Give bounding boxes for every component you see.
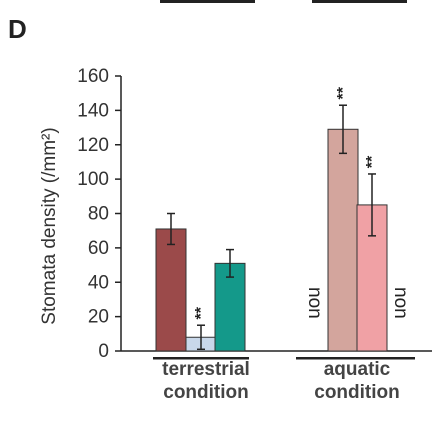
group-label-terrestrial-line1: terrestrial xyxy=(162,359,250,380)
y-tick-label: 100 xyxy=(77,169,109,190)
significance-label: ** xyxy=(193,306,210,319)
y-tick-label: 60 xyxy=(88,238,109,259)
y-tick-label: 160 xyxy=(77,66,109,87)
y-tick-label: 0 xyxy=(98,341,109,362)
significance-label: ** xyxy=(335,86,352,99)
y-tick-label: 20 xyxy=(88,307,109,328)
y-tick-label: 120 xyxy=(77,135,109,156)
non-label: non xyxy=(304,287,325,319)
y-tick-label: 80 xyxy=(88,204,109,225)
bar xyxy=(214,262,246,352)
group-label-aquatic-line1: aquatic xyxy=(324,359,391,380)
top-cut-rule-left xyxy=(160,0,255,3)
group-label-aquatic-line2: condition xyxy=(314,382,399,403)
bar xyxy=(155,228,187,352)
group-rule-aquatic xyxy=(296,357,415,360)
panel-letter: D xyxy=(8,14,27,44)
group-rule-terrestrial xyxy=(153,357,249,360)
group-rules xyxy=(153,357,415,360)
y-tick-label: 140 xyxy=(77,100,109,121)
significance-label: ** xyxy=(364,155,381,168)
group-label-terrestrial-line2: condition xyxy=(163,382,248,403)
non-label: non xyxy=(390,287,411,319)
bars: ** non ** ** non xyxy=(155,86,411,352)
y-tick-label: 40 xyxy=(88,272,109,293)
y-axis-title: Stomata density (/mm²) xyxy=(39,127,60,324)
bar xyxy=(327,128,359,352)
top-cut-rule-right xyxy=(312,0,407,3)
